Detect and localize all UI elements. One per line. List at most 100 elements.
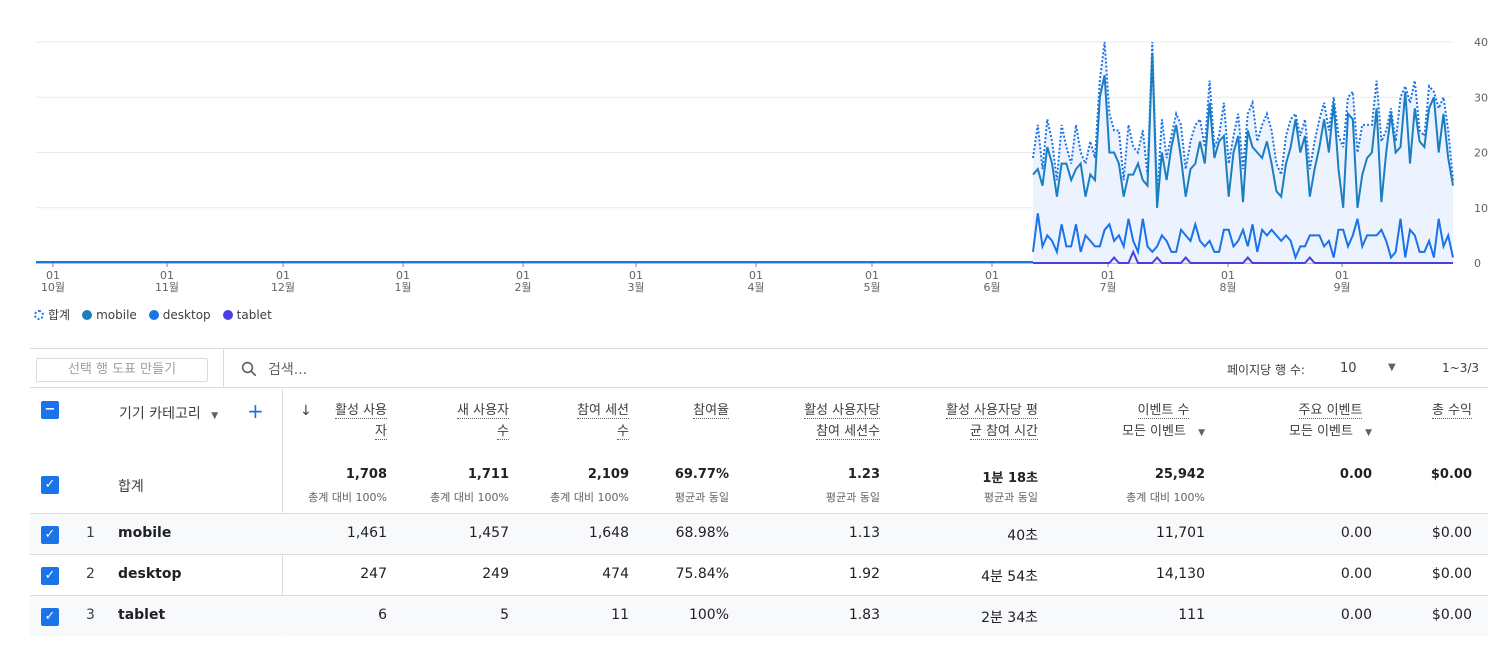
legend-item-total[interactable]: 합계 bbox=[34, 306, 70, 323]
cell: 5 bbox=[500, 607, 509, 623]
series-tablet-line bbox=[1033, 249, 1453, 264]
legend-desktop-label: desktop bbox=[162, 307, 211, 322]
x-tick-label: 01 bbox=[516, 269, 530, 282]
total-value: 2,109 bbox=[587, 467, 629, 482]
search-box[interactable]: 검색... bbox=[223, 349, 823, 388]
y-tick-label: 0 bbox=[1474, 257, 1481, 270]
col-header-sessions-per-user-l2: 참여 세션수 bbox=[816, 424, 880, 440]
event-filter-select[interactable]: 모든 이벤트 bbox=[1122, 424, 1186, 439]
total-value: 1,708 bbox=[345, 467, 387, 482]
cell: 249 bbox=[482, 566, 509, 582]
col-header-sessions-per-user[interactable]: 활성 사용자당 참여 세션수 bbox=[804, 400, 880, 442]
x-tick-label: 9월 bbox=[1333, 281, 1350, 294]
total-sub: 총계 대비 100% bbox=[1126, 491, 1205, 504]
total-sub: 평균과 동일 bbox=[825, 491, 880, 504]
x-tick-label: 10월 bbox=[41, 281, 65, 294]
search-input[interactable]: 검색... bbox=[268, 361, 308, 378]
caret-down-icon[interactable]: ▼ bbox=[1198, 428, 1205, 438]
add-dimension-icon[interactable]: + bbox=[247, 399, 264, 423]
cell: 11 bbox=[611, 607, 629, 623]
col-header-new-users-l1: 새 사용자 bbox=[457, 403, 509, 419]
col-header-engagement-rate[interactable]: 참여율 bbox=[693, 400, 729, 421]
sort-arrow-down-icon[interactable]: ↓ bbox=[300, 403, 312, 419]
create-chart-button[interactable]: 선택 행 도표 만들기 bbox=[36, 358, 208, 382]
cell: 11,701 bbox=[1156, 525, 1205, 541]
x-tick-label: 01 bbox=[749, 269, 763, 282]
row-dimension[interactable]: desktop bbox=[118, 566, 182, 582]
col-header-key-events[interactable]: 주요 이벤트 모든 이벤트 ▼ bbox=[1289, 400, 1372, 444]
legend-item-mobile[interactable]: mobile bbox=[82, 308, 137, 322]
caret-down-icon[interactable]: ▼ bbox=[211, 411, 219, 421]
col-header-avg-engagement-time-l1: 활성 사용자당 평 bbox=[946, 403, 1038, 419]
pagination-range: 1~3/3 bbox=[1442, 361, 1480, 375]
cell: $0.00 bbox=[1431, 566, 1472, 582]
legend-mobile-dot-icon bbox=[82, 309, 93, 320]
total-value: $0.00 bbox=[1430, 467, 1472, 482]
table-row[interactable]: ✓ 1 mobile 1,461 1,457 1,648 68.98% 1.13… bbox=[30, 513, 1488, 554]
x-tick-label: 01 bbox=[1221, 269, 1235, 282]
total-sub: 총계 대비 100% bbox=[550, 491, 629, 504]
col-header-avg-engagement-time-l2: 균 참여 시간 bbox=[969, 424, 1038, 440]
total-sub: 총계 대비 100% bbox=[430, 491, 509, 504]
total-row-label: 합계 bbox=[118, 479, 144, 495]
x-tick-label: 01 bbox=[865, 269, 879, 282]
cell: 0.00 bbox=[1340, 525, 1372, 541]
cell: 6 bbox=[378, 607, 387, 623]
cell: 1,648 bbox=[588, 525, 629, 541]
table-row[interactable]: ✓ 3 tablet 6 5 11 100% 1.83 2분 34초 111 0… bbox=[30, 595, 1488, 636]
caret-down-icon[interactable]: ▼ bbox=[1365, 428, 1372, 438]
row-checkbox[interactable]: ✓ bbox=[41, 526, 59, 544]
cell: 1.83 bbox=[848, 607, 880, 623]
col-header-total-revenue[interactable]: 총 수익 bbox=[1431, 400, 1472, 421]
col-header-event-count[interactable]: 이벤트 수 모든 이벤트 ▼ bbox=[1122, 400, 1205, 444]
cell: 14,130 bbox=[1156, 566, 1205, 582]
total-row-checkbox[interactable]: ✓ bbox=[41, 476, 59, 494]
cell: 68.98% bbox=[675, 525, 729, 541]
caret-down-icon[interactable]: ▼ bbox=[1388, 362, 1396, 373]
row-index: 1 bbox=[86, 525, 95, 541]
col-header-engaged-sessions-l1: 참여 세션 bbox=[577, 403, 629, 419]
cell: 0.00 bbox=[1340, 566, 1372, 582]
total-value: 69.77% bbox=[674, 467, 729, 482]
cell: 4분 54초 bbox=[981, 569, 1038, 585]
row-checkbox[interactable]: ✓ bbox=[41, 608, 59, 626]
dimension-header-label: 기기 카테고리 bbox=[119, 406, 201, 422]
table-toolbar: 선택 행 도표 만들기 검색... 페이지당 행 수: 10 ▼ 1~3/3 bbox=[30, 348, 1488, 388]
row-dimension[interactable]: tablet bbox=[118, 607, 166, 623]
select-all-checkbox[interactable]: − bbox=[41, 401, 59, 419]
col-header-event-count-l1: 이벤트 수 bbox=[1137, 403, 1190, 419]
col-header-engaged-sessions[interactable]: 참여 세션 수 bbox=[577, 400, 629, 442]
row-dimension[interactable]: mobile bbox=[118, 525, 172, 541]
chart-svg: 4030201000110월0111월0112월011월012월013월014월… bbox=[36, 36, 1488, 294]
x-tick-label: 12월 bbox=[271, 281, 295, 294]
x-tick-label: 01 bbox=[985, 269, 999, 282]
cell: 1.13 bbox=[848, 525, 880, 541]
x-tick-label: 7월 bbox=[1099, 281, 1116, 294]
col-header-active-users[interactable]: 활성 사용 자 bbox=[335, 400, 387, 442]
legend-item-desktop[interactable]: desktop bbox=[148, 307, 211, 322]
row-checkbox[interactable]: ✓ bbox=[41, 567, 59, 585]
total-value: 1,711 bbox=[467, 467, 509, 482]
col-header-new-users-l2: 수 bbox=[497, 424, 509, 440]
dimension-header[interactable]: 기기 카테고리 ▼ bbox=[119, 403, 218, 423]
y-tick-label: 40 bbox=[1474, 36, 1488, 49]
legend-item-tablet[interactable]: tablet bbox=[222, 307, 272, 322]
x-tick-label: 2월 bbox=[514, 281, 531, 294]
x-tick-label: 01 bbox=[46, 269, 60, 282]
cell: 1.92 bbox=[848, 566, 880, 582]
col-header-new-users[interactable]: 새 사용자 수 bbox=[457, 400, 509, 442]
chart-legend: 합계 mobile desktop tablet bbox=[34, 306, 272, 323]
legend-tablet-label: tablet bbox=[236, 307, 272, 322]
x-tick-label: 3월 bbox=[627, 281, 644, 294]
table-row[interactable]: ✓ 2 desktop 247 249 474 75.84% 1.92 4분 5… bbox=[30, 554, 1488, 595]
cell: 1,457 bbox=[468, 525, 509, 541]
cell: $0.00 bbox=[1431, 525, 1472, 541]
line-chart: 40 30 20 10 0 01 10월 01 11월 01 12월 01 1월 01 2월 01 3월 01 4월… bbox=[0, 0, 1511, 300]
cell: 1,461 bbox=[346, 525, 387, 541]
x-tick-label: 01 bbox=[1101, 269, 1115, 282]
y-tick-label: 20 bbox=[1474, 147, 1488, 160]
key-event-filter-select[interactable]: 모든 이벤트 bbox=[1289, 424, 1353, 439]
rows-per-page-select[interactable]: 10 bbox=[1340, 361, 1357, 376]
col-header-key-events-l1: 주요 이벤트 bbox=[1298, 403, 1363, 419]
col-header-avg-engagement-time[interactable]: 활성 사용자당 평 균 참여 시간 bbox=[946, 400, 1038, 442]
